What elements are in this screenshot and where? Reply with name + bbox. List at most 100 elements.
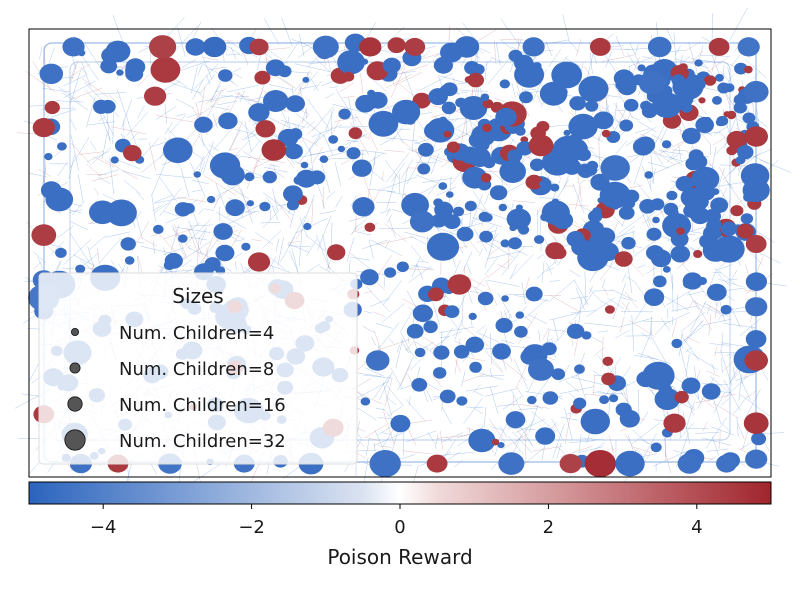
tree-node: [666, 190, 678, 201]
tree-node: [75, 264, 86, 274]
data-point-53: [528, 358, 554, 381]
tree-node: [670, 231, 689, 247]
tree-node: [441, 101, 457, 115]
data-point-4: [249, 38, 269, 56]
data-point-39: [615, 450, 645, 477]
tree-node: [713, 243, 730, 257]
tree-node: [418, 142, 434, 157]
tree-node: [671, 338, 683, 349]
tree-node: [390, 414, 411, 433]
tree-node: [703, 225, 721, 241]
tree-node: [736, 223, 754, 239]
tree-node: [527, 395, 537, 405]
colorbar-ticks: −4 −2 0 2 4: [90, 504, 703, 538]
data-point-46: [638, 71, 666, 95]
tree-node: [446, 141, 460, 153]
tree-node: [586, 160, 599, 171]
tree-node: [525, 286, 543, 302]
data-point-6: [359, 37, 382, 57]
tree-node: [346, 147, 361, 160]
tree-node: [712, 96, 722, 105]
tree-node: [698, 277, 707, 285]
tree-node: [218, 112, 238, 130]
colorbar-gradient: [28, 481, 772, 505]
data-point-9: [522, 37, 545, 57]
tree-node: [578, 75, 609, 103]
data-point-10: [589, 37, 611, 56]
tree-node: [424, 121, 445, 140]
tree-node: [650, 198, 665, 211]
tree-node: [215, 244, 235, 262]
tree-node: [452, 206, 465, 217]
tree-node: [342, 71, 355, 82]
tree-node: [480, 173, 492, 183]
tree-node: [601, 372, 616, 386]
tree-node: [163, 137, 193, 164]
tree-node: [123, 145, 142, 162]
tree-node: [469, 361, 482, 373]
legend-marker-16: [67, 396, 83, 412]
tree-node: [491, 438, 500, 446]
tree-node: [255, 120, 276, 138]
tree-node: [593, 111, 614, 130]
tree-node: [680, 187, 704, 208]
data-point-11: [647, 36, 672, 58]
tree-node: [482, 123, 492, 133]
tree-node: [506, 208, 531, 230]
tree-node: [701, 383, 721, 400]
tree-node: [467, 72, 485, 88]
tree-node: [642, 361, 675, 390]
tree-node: [682, 272, 703, 290]
tree-node: [468, 428, 496, 453]
tree-node: [532, 62, 542, 70]
tree-node: [581, 331, 592, 340]
tree-node: [302, 76, 310, 83]
colorbar-tick-label-3: 2: [543, 517, 554, 538]
tree-node: [680, 102, 693, 113]
tree-node: [453, 345, 470, 359]
tree-node: [439, 389, 456, 404]
tree-node: [476, 153, 491, 166]
tree-node: [499, 79, 510, 89]
tree-node: [717, 82, 730, 94]
tree-node: [368, 91, 388, 109]
tree-node: [283, 185, 303, 203]
tree-node: [726, 130, 747, 149]
tree-node: [692, 78, 706, 91]
tree-node: [209, 152, 241, 179]
tree-node: [438, 182, 448, 190]
legend-marker-8: [69, 362, 81, 374]
tree-node: [150, 56, 181, 83]
data-point-15: [32, 118, 55, 138]
tree-node: [125, 66, 144, 82]
tree-node: [495, 107, 517, 127]
data-point-8: [454, 36, 480, 58]
tree-node: [89, 200, 116, 225]
tree-node: [446, 191, 454, 198]
tree-node: [303, 222, 312, 231]
tree-node: [337, 145, 346, 153]
data-point-35: [426, 454, 448, 473]
tree-node: [185, 38, 206, 56]
data-point-54: [663, 413, 686, 433]
data-point-14: [39, 63, 64, 84]
tree-node: [710, 197, 729, 213]
tree-node: [662, 266, 671, 273]
tree-node: [300, 161, 309, 169]
tree-node: [558, 87, 568, 96]
tree-node: [694, 59, 703, 67]
tree-node: [670, 245, 691, 263]
data-point-38: [584, 450, 616, 478]
tree-node: [563, 129, 571, 136]
tree-node: [726, 110, 737, 120]
tree-node: [667, 208, 679, 219]
tree-node: [720, 221, 738, 236]
tree-node: [433, 367, 447, 379]
tree-node: [542, 90, 560, 105]
tree-node: [384, 267, 397, 278]
tree-node: [585, 100, 599, 112]
tree-node: [360, 269, 379, 286]
tree-node: [387, 37, 406, 54]
tree-node: [602, 356, 614, 366]
data-point-16: [40, 181, 62, 200]
